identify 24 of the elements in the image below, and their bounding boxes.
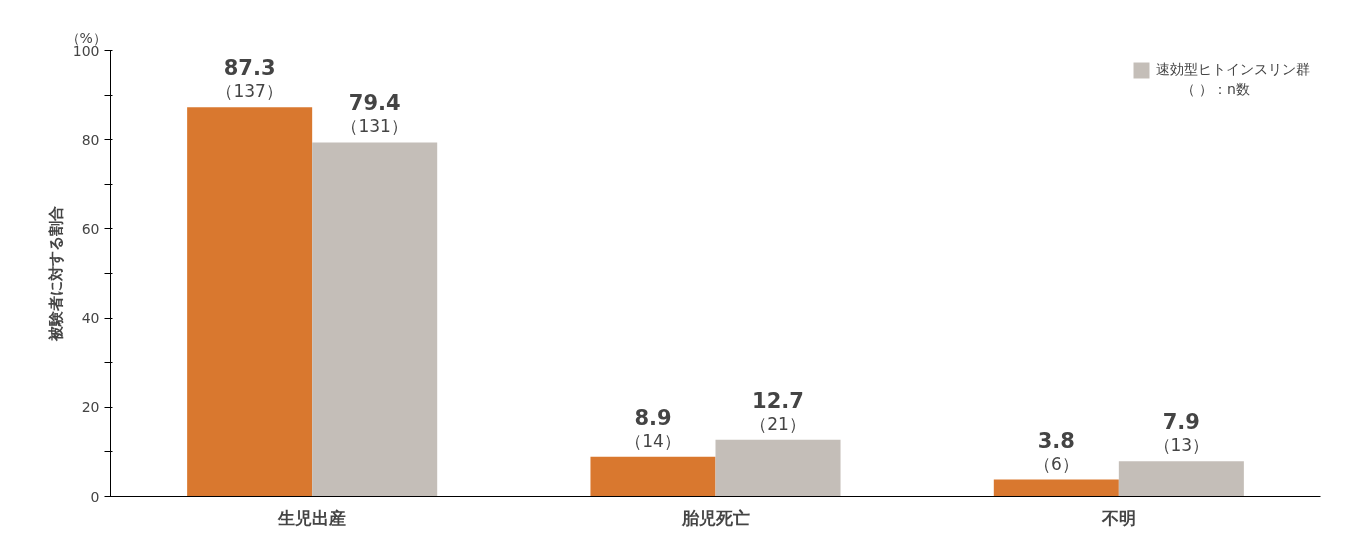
- y-axis-title: 被験者に対する割合: [46, 206, 65, 342]
- y-tick-label: 20: [81, 399, 100, 416]
- data-label: 87.3 （137）: [216, 56, 283, 102]
- y-tick-label: 60: [81, 220, 100, 237]
- bar: [590, 456, 716, 497]
- data-label: 12.7 （21）: [750, 388, 806, 434]
- y-tick-label: 80: [81, 131, 100, 148]
- data-label: 7.9 （13）: [1153, 410, 1210, 456]
- text: （%）: [65, 29, 107, 46]
- y-tick-label: 0: [90, 488, 100, 505]
- x-tick-label: 不明: [1100, 507, 1136, 528]
- bar: [715, 439, 841, 497]
- bar: [187, 107, 313, 497]
- data-label: 3.8 （6）: [1033, 428, 1079, 474]
- bar: [312, 142, 438, 497]
- bar: [993, 479, 1119, 497]
- data-label: 79.4 （131）: [341, 91, 408, 137]
- bar: [1118, 461, 1244, 497]
- annotation: （ ）：n数: [1180, 80, 1250, 97]
- y-tick-label: 40: [81, 310, 100, 327]
- x-tick-label: 胎児死亡: [680, 507, 750, 528]
- data-label: 8.9 （14）: [625, 405, 681, 451]
- legend-label: 速効型ヒトインスリン群: [1156, 61, 1310, 79]
- x-tick-label: 生児出産: [277, 507, 347, 528]
